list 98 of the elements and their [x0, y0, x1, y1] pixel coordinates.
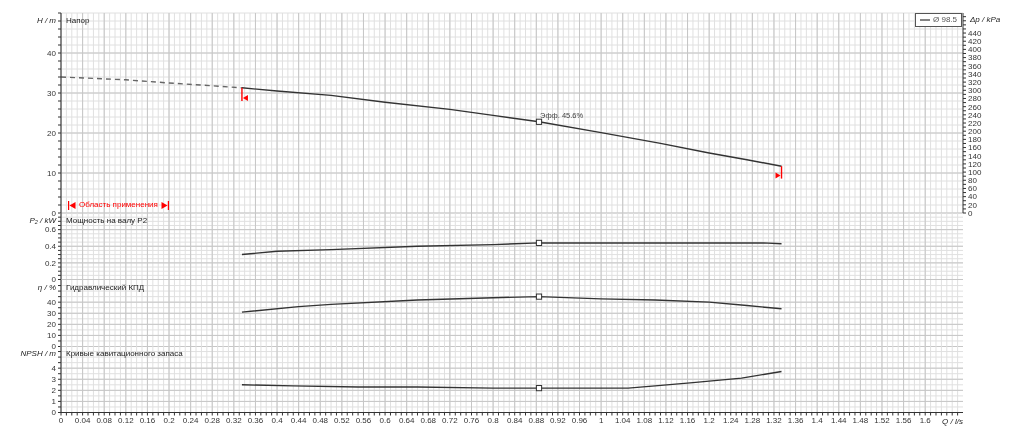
y2-tick-label: 200 — [968, 127, 982, 137]
x-tick-label: 0.64 — [398, 416, 416, 426]
x-tick-label: 1.08 — [636, 416, 653, 426]
y-tick-label: 30 — [47, 308, 57, 318]
x-tick-label: 0.24 — [182, 416, 199, 426]
x-tick-label: 0.04 — [74, 416, 91, 426]
y-axis-title: H / m — [36, 16, 56, 26]
y2-axis-title: Δp / kPa — [970, 15, 1001, 25]
x-tick-label: 0.8 — [487, 416, 500, 426]
x-tick-label: 1.44 — [830, 416, 848, 426]
x-tick-label: 0.4 — [271, 416, 284, 426]
x-tick-label: 0.2 — [163, 416, 176, 426]
x-tick-label: 0.88 — [528, 416, 545, 426]
y-tick-label: 10 — [47, 330, 57, 340]
x-tick-label: 0.6 — [379, 416, 392, 426]
y-tick-label: 40 — [47, 297, 57, 307]
x-tick-label: 0.12 — [118, 416, 135, 426]
y2-tick-label: 400 — [968, 45, 982, 55]
y2-tick-label: 180 — [968, 135, 982, 145]
y2-tick-label: 220 — [968, 118, 982, 128]
x-tick-label: 1.24 — [722, 416, 740, 426]
x-tick-label: 0.96 — [571, 416, 588, 426]
y2-tick-label: 160 — [968, 143, 982, 153]
x-tick-label: 0.36 — [247, 416, 264, 426]
y2-tick-label: 340 — [968, 69, 982, 79]
y-axis-title: P₂ / kW — [29, 216, 56, 226]
y-tick-label: 20 — [47, 319, 57, 329]
x-tick-label: 0.76 — [463, 416, 480, 426]
x-tick-label: 0.72 — [442, 416, 459, 426]
x-tick-label: 1.12 — [658, 416, 675, 426]
y-tick-label: 4 — [51, 364, 57, 374]
y2-tick-label: 0 — [968, 208, 973, 218]
y2-tick-label: 240 — [968, 110, 982, 120]
x-tick-label: 1.48 — [852, 416, 869, 426]
y2-tick-label: 40 — [968, 192, 978, 202]
y2-tick-label: 260 — [968, 102, 982, 112]
x-tick-label: 1.16 — [679, 416, 696, 426]
x-tick-label: 0.92 — [550, 416, 567, 426]
y-tick-label: 0.2 — [44, 258, 57, 268]
y-tick-label: 0 — [51, 208, 57, 218]
x-tick-label: 0.84 — [506, 416, 524, 426]
x-tick-label: 0.68 — [420, 416, 437, 426]
x-tick-label: 0.56 — [355, 416, 372, 426]
x-tick-label: 1.6 — [919, 416, 932, 426]
x-tick-label: 1.4 — [811, 416, 824, 426]
y2-tick-label: 100 — [968, 167, 982, 177]
chart-title: Гидравлический КПД — [66, 282, 145, 293]
y2-tick-label: 80 — [968, 176, 978, 186]
x-tick-label: 0 — [58, 416, 64, 426]
legend-label: Ø 98.5 — [932, 15, 957, 25]
x-tick-label: 0.28 — [204, 416, 221, 426]
y2-tick-label: 60 — [968, 184, 978, 194]
x-tick-label: 1.2 — [703, 416, 716, 426]
x-tick-label: 1.04 — [614, 416, 632, 426]
x-tick-label: 0.16 — [139, 416, 156, 426]
y-tick-label: 2 — [51, 386, 57, 396]
chart-title: Мощность на валу P2 — [66, 216, 148, 226]
y-tick-label: 1 — [51, 397, 57, 407]
y2-tick-label: 280 — [968, 94, 982, 104]
y2-tick-label: 420 — [968, 37, 982, 47]
y2-tick-label: 360 — [968, 61, 982, 71]
x-tick-label: 1.36 — [787, 416, 804, 426]
y-tick-label: 30 — [47, 88, 57, 98]
chart-title: Кривые кавитационного запаса — [66, 349, 183, 359]
x-tick-label: 1.32 — [766, 416, 783, 426]
chart-title: Напор — [66, 16, 90, 26]
y2-tick-label: 380 — [968, 53, 982, 63]
x-tick-label: 1.56 — [895, 416, 912, 426]
y-tick-label: 10 — [47, 168, 57, 178]
y2-tick-label: 20 — [968, 200, 978, 210]
x-tick-label: 0.48 — [312, 416, 329, 426]
y-tick-label: 0 — [51, 408, 57, 418]
y-tick-label: 0.4 — [44, 242, 57, 252]
y-tick-label: 0 — [51, 341, 57, 351]
annotation: Область применения — [79, 200, 158, 210]
y-tick-label: 0 — [51, 275, 57, 285]
x-tick-label: 0.32 — [226, 416, 243, 426]
x-axis-title: Q / l/s — [942, 416, 963, 427]
y2-tick-label: 140 — [968, 151, 982, 161]
y2-tick-label: 300 — [968, 86, 982, 96]
line-series — [241, 87, 783, 167]
x-tick-label: 1 — [598, 416, 604, 426]
line-series — [241, 295, 783, 313]
y-tick-label: 0.6 — [44, 225, 57, 235]
y2-tick-label: 320 — [968, 77, 982, 87]
y-axis-title: η / % — [37, 282, 56, 293]
y2-tick-label: 120 — [968, 159, 982, 169]
line-series — [61, 76, 243, 89]
y-axis-title: NPSH / m — [20, 349, 56, 359]
y-tick-label: 20 — [47, 128, 57, 138]
x-tick-label: 1.52 — [874, 416, 891, 426]
x-tick-label: 0.44 — [290, 416, 307, 426]
x-tick-label: 0.08 — [96, 416, 113, 426]
y2-tick-label: 440 — [968, 28, 982, 38]
y-tick-label: 40 — [47, 48, 57, 58]
x-tick-label: 0.52 — [334, 416, 351, 426]
y-tick-label: 3 — [51, 375, 57, 385]
x-tick-label: 1.28 — [744, 416, 761, 426]
